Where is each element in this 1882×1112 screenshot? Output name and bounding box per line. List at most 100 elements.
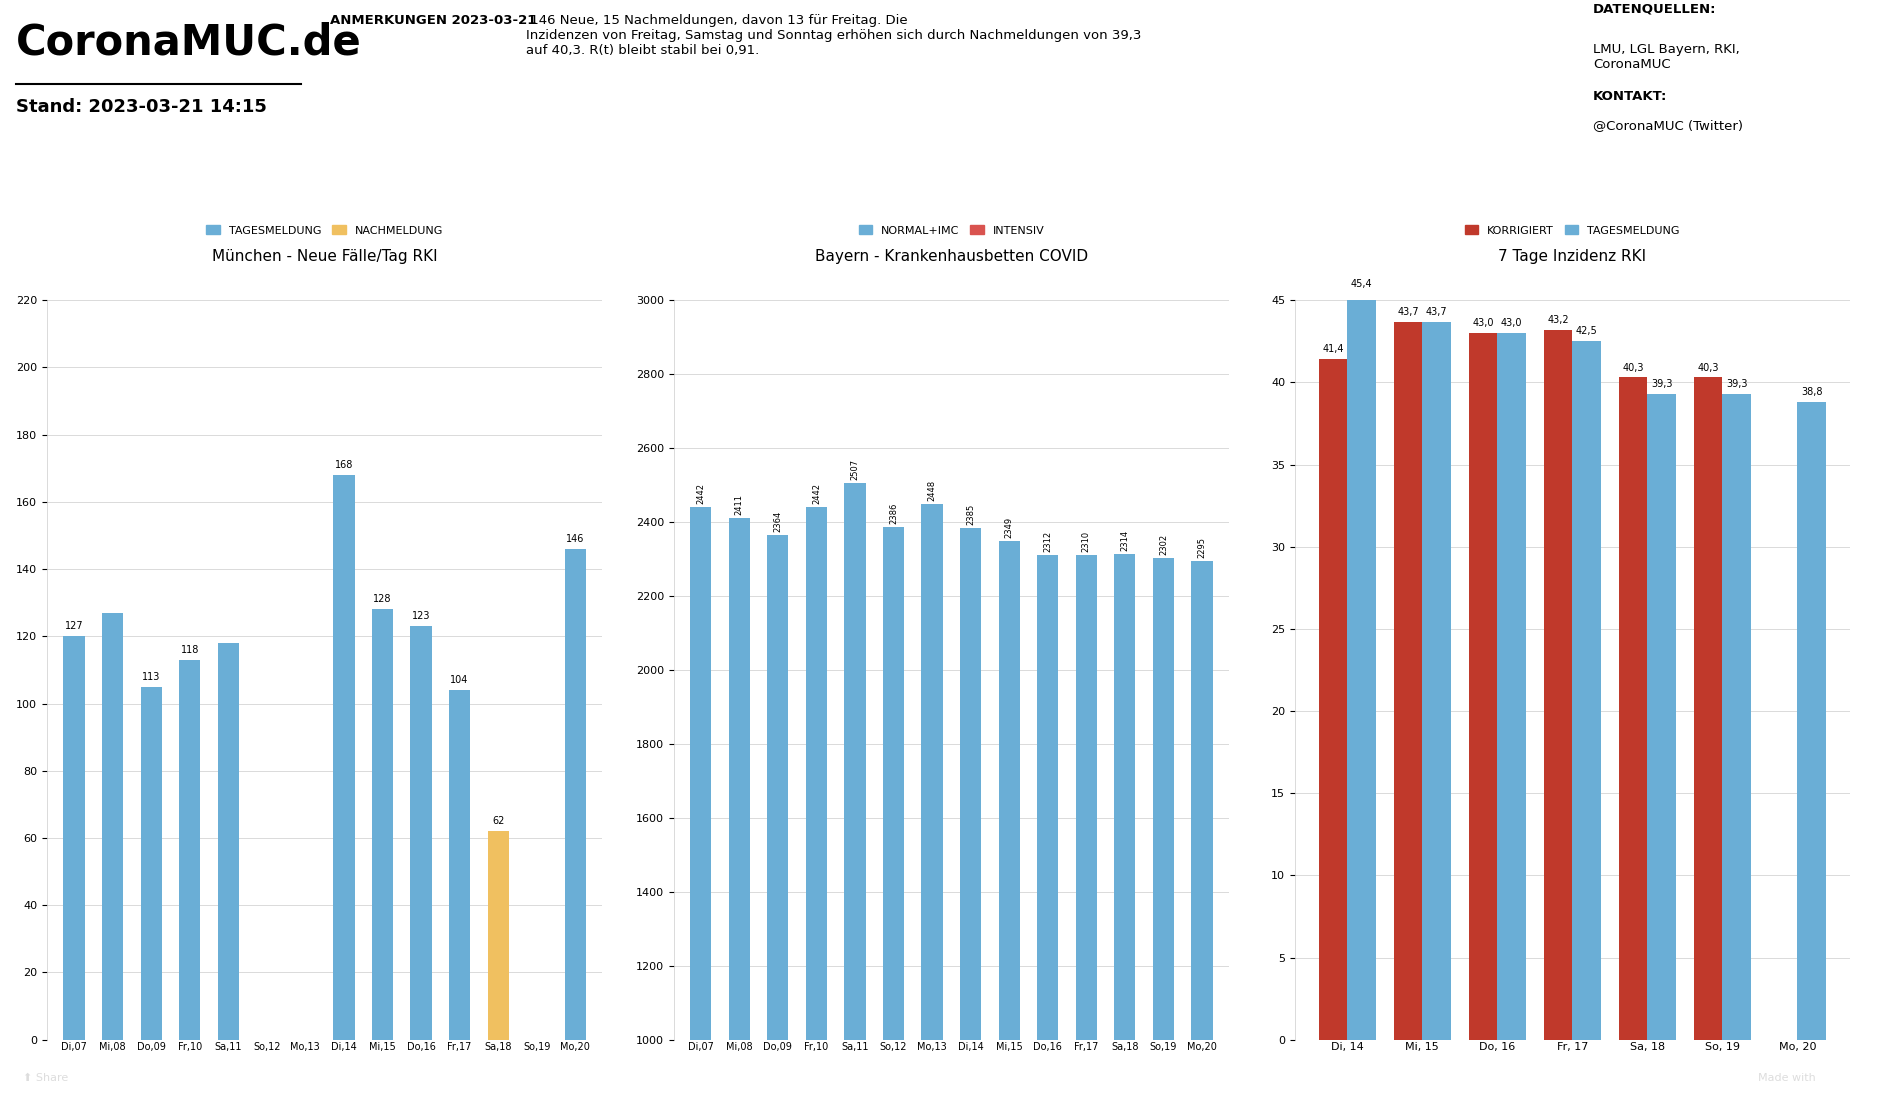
Bar xyxy=(728,518,749,1112)
Text: 2442: 2442 xyxy=(811,483,821,504)
Text: 104: 104 xyxy=(450,675,469,685)
Text: 39,3: 39,3 xyxy=(1651,379,1673,389)
Text: 43,0: 43,0 xyxy=(1500,318,1523,328)
Bar xyxy=(1797,403,1826,1040)
Text: * Genesene:  7 Tages Durchschnitt der Summe RKI vor 10 Tagen |: * Genesene: 7 Tages Durchschnitt der Sum… xyxy=(151,1066,610,1081)
Text: 2312: 2312 xyxy=(1043,530,1052,552)
Text: KONTAKT:: KONTAKT: xyxy=(1592,90,1667,102)
Text: ⬆ Share: ⬆ Share xyxy=(23,1073,68,1082)
Text: Di–Sa.: Di–Sa. xyxy=(139,286,171,296)
Bar xyxy=(450,691,470,1040)
Bar xyxy=(1619,377,1647,1040)
Text: Feiertagen: Feiertagen xyxy=(1699,286,1754,296)
Text: 43,7: 43,7 xyxy=(1396,307,1419,317)
Text: 41,4: 41,4 xyxy=(1323,345,1344,355)
Text: Stand: 2023-03-21 14:15: Stand: 2023-03-21 14:15 xyxy=(15,98,267,117)
Bar xyxy=(922,505,943,1112)
Bar xyxy=(333,475,354,1040)
Bar xyxy=(691,507,711,1112)
Bar xyxy=(883,527,903,1112)
Text: Normal + IMC      INTENSIV: Normal + IMC INTENSIV xyxy=(713,261,854,271)
Text: 2507: 2507 xyxy=(851,458,860,479)
Legend: TAGESMELDUNG, NACHMELDUNG: TAGESMELDUNG, NACHMELDUNG xyxy=(201,221,448,240)
Text: 2349: 2349 xyxy=(1005,517,1014,538)
Text: Summe RKI heute minus Genesene: Summe RKI heute minus Genesene xyxy=(847,1068,1095,1081)
Bar xyxy=(960,527,981,1112)
Text: Quelle: CoronaMUC: Quelle: CoronaMUC xyxy=(1361,261,1462,271)
Text: LMU, LGL Bayern, RKI,
CoronaMUC: LMU, LGL Bayern, RKI, CoronaMUC xyxy=(1592,43,1739,71)
Bar xyxy=(1498,334,1526,1040)
Text: 2314: 2314 xyxy=(1120,529,1129,550)
Bar xyxy=(1154,558,1174,1112)
Text: 118: 118 xyxy=(181,645,199,655)
Bar xyxy=(179,659,199,1040)
Bar xyxy=(565,549,585,1040)
Bar xyxy=(64,636,85,1040)
Bar xyxy=(1722,394,1750,1040)
Text: 2448: 2448 xyxy=(928,480,937,502)
Legend: KORRIGIERT, TAGESMELDUNG: KORRIGIERT, TAGESMELDUNG xyxy=(1460,221,1684,240)
Text: IFR/KH basiert: IFR/KH basiert xyxy=(1061,261,1135,271)
Title: 7 Tage Inzidenz RKI: 7 Tage Inzidenz RKI xyxy=(1498,249,1647,265)
Text: 113: 113 xyxy=(141,672,160,682)
Bar xyxy=(487,832,508,1040)
Text: KRANKENHAUSBETTEN BAYERN: KRANKENHAUSBETTEN BAYERN xyxy=(685,149,883,159)
Title: Bayern - Krankenhausbetten COVID: Bayern - Krankenhausbetten COVID xyxy=(815,249,1088,265)
Text: 2386: 2386 xyxy=(888,503,898,524)
Text: Di–Sa, nicht nach: Di–Sa, nicht nach xyxy=(1681,261,1771,271)
Text: +1: +1 xyxy=(448,200,491,228)
Text: 128: 128 xyxy=(373,595,391,605)
Bar xyxy=(1468,334,1498,1040)
Bar xyxy=(410,626,431,1040)
Bar xyxy=(1077,555,1097,1112)
Bar xyxy=(805,507,826,1112)
Text: 43,0: 43,0 xyxy=(1472,318,1494,328)
Bar xyxy=(1694,377,1722,1040)
Text: INZIDENZ RKI: INZIDENZ RKI xyxy=(1684,149,1769,159)
Text: 2.295  195: 2.295 195 xyxy=(702,200,866,228)
Bar xyxy=(1037,555,1058,1112)
Text: 43,7: 43,7 xyxy=(1427,307,1447,317)
Text: Made with: Made with xyxy=(1758,1073,1816,1082)
Text: 38,8: 38,8 xyxy=(1692,200,1762,228)
Text: 40,3: 40,3 xyxy=(1622,363,1645,373)
Bar xyxy=(1114,554,1135,1112)
Text: Di–Sa.: Di–Sa. xyxy=(454,286,486,296)
Text: 45,4: 45,4 xyxy=(1351,279,1372,289)
Text: Täglich: Täglich xyxy=(1080,286,1116,296)
Text: ANMERKUNGEN 2023-03-21: ANMERKUNGEN 2023-03-21 xyxy=(329,14,536,28)
Text: @CoronaMUC (Twitter): @CoronaMUC (Twitter) xyxy=(1592,119,1743,131)
Bar xyxy=(1319,359,1348,1040)
Bar xyxy=(102,613,122,1040)
Bar xyxy=(999,540,1020,1112)
Text: 0,91 ▶: 0,91 ▶ xyxy=(1363,200,1462,228)
Text: 2310: 2310 xyxy=(1082,532,1092,553)
Bar xyxy=(1191,560,1212,1112)
Text: 146: 146 xyxy=(566,534,585,544)
Title: München - Neue Fälle/Tag RKI: München - Neue Fälle/Tag RKI xyxy=(213,249,437,265)
Bar xyxy=(141,687,162,1040)
Text: 127: 127 xyxy=(64,622,83,632)
Text: DATENQUELLEN:: DATENQUELLEN: xyxy=(1592,3,1716,16)
Text: 2302: 2302 xyxy=(1159,534,1169,555)
Text: 168: 168 xyxy=(335,460,354,470)
Bar xyxy=(1348,294,1376,1040)
Text: Gesamt: 719.341: Gesamt: 719.341 xyxy=(111,261,201,271)
Text: Gesamt: 2.569: Gesamt: 2.569 xyxy=(431,261,508,271)
Text: 38,8: 38,8 xyxy=(1801,387,1822,397)
Text: REPRODUKTIONSWERT: REPRODUKTIONSWERT xyxy=(1340,149,1483,159)
Bar xyxy=(1395,321,1423,1040)
Text: 2411: 2411 xyxy=(734,494,743,515)
Bar xyxy=(845,483,866,1112)
Text: BESTÄTIGTE FÄLLE: BESTÄTIGTE FÄLLE xyxy=(98,149,213,159)
Text: 39,3: 39,3 xyxy=(1726,379,1748,389)
Bar xyxy=(1647,394,1677,1040)
Bar xyxy=(218,643,239,1040)
Text: 146 Neue, 15 Nachmeldungen, davon 13 für Freitag. Die
Inzidenzen von Freitag, Sa: 146 Neue, 15 Nachmeldungen, davon 13 für… xyxy=(527,14,1142,58)
Text: 43,2: 43,2 xyxy=(1547,315,1570,325)
Text: 62: 62 xyxy=(491,816,504,826)
Text: +161: +161 xyxy=(115,200,196,228)
Text: 2385: 2385 xyxy=(965,504,975,525)
Text: 8–21: 8–21 xyxy=(1061,200,1135,228)
Text: 42,5: 42,5 xyxy=(1575,327,1598,337)
